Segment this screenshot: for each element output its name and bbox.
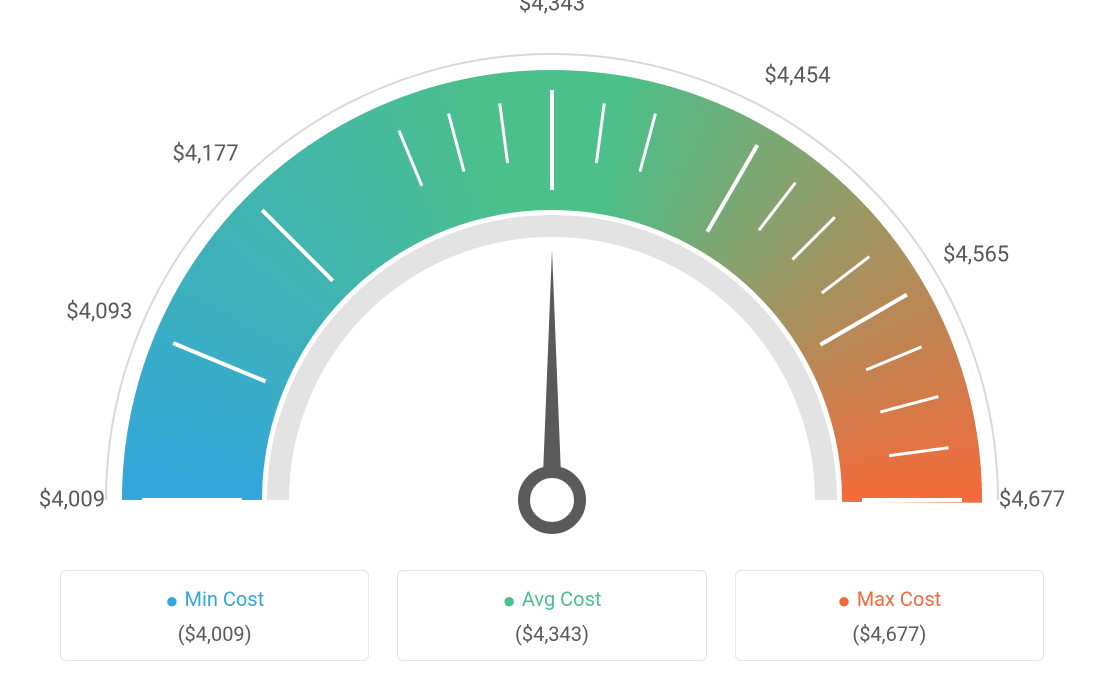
dot-icon: ● — [165, 589, 178, 614]
gauge-chart: $4,009 $4,093 $4,177 $4,343 $4,454 $4,565 $4,6… — [0, 0, 1104, 560]
legend-card-avg: ●Avg Cost ($4,343) — [397, 570, 706, 661]
legend-label-text: Min Cost — [185, 587, 265, 611]
legend-card-min: ● Min Cost ($4,009) — [60, 570, 369, 661]
gauge-tick-label: $4,677 — [999, 488, 1065, 513]
legend-row: ●Min Cost ($4,009) ●Avg Cost ($4,343) ●M… — [0, 570, 1104, 661]
legend-value-avg: ($4,343) — [408, 622, 695, 646]
gauge-tick-label: $4,009 — [39, 488, 105, 513]
legend-label-max: ● Max Cost — [746, 587, 1033, 614]
legend-label-text: Max Cost — [857, 587, 942, 611]
legend-label-avg: ●Avg Cost — [408, 587, 695, 614]
dot-icon: ● — [837, 589, 850, 614]
gauge-tick-label: $4,565 — [943, 242, 1009, 267]
gauge-tick-label: $4,454 — [764, 63, 830, 88]
dot-icon: ● — [503, 589, 516, 614]
legend-card-max: ● Max Cost ($4,677) — [735, 570, 1044, 661]
legend-value-max: ($4,677) — [746, 622, 1033, 646]
legend-value-min: ($4,009) — [71, 622, 358, 646]
gauge-tick-label: $4,343 — [519, 0, 585, 17]
legend-label-min: ● Min Cost — [71, 587, 358, 614]
legend-label-text: Avg Cost — [522, 587, 602, 611]
gauge-tick-label: $4,093 — [66, 300, 132, 325]
gauge-svg — [0, 0, 1104, 560]
gauge-tick-label: $4,177 — [172, 141, 238, 166]
